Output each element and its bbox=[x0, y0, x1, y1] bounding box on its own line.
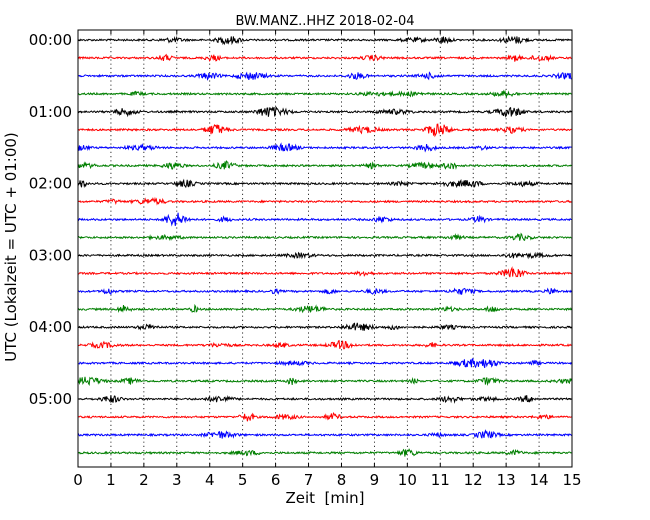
x-tick-label: 4 bbox=[205, 471, 215, 489]
trace-0345 bbox=[77, 303, 572, 314]
x-tick-label: 7 bbox=[304, 471, 314, 489]
x-tick-label: 1 bbox=[106, 471, 116, 489]
trace-0045 bbox=[77, 89, 572, 99]
seismogram-traces bbox=[77, 35, 572, 457]
y-axis-ticks: 00:00 01:00 02:00 03:00 04:00 05:00 bbox=[29, 31, 572, 408]
axes-frame bbox=[77, 29, 573, 468]
y-tick-label: 04:00 bbox=[29, 318, 72, 336]
trace-0545 bbox=[77, 448, 572, 457]
y-tick-label: 03:00 bbox=[29, 246, 72, 264]
trace-0230 bbox=[77, 212, 572, 227]
trace-0430 bbox=[77, 357, 572, 369]
trace-0215 bbox=[77, 196, 572, 206]
x-tick-label: 10 bbox=[398, 471, 417, 489]
x-tick-label: 9 bbox=[370, 471, 380, 489]
trace-0100 bbox=[77, 106, 572, 118]
trace-0030 bbox=[77, 71, 572, 81]
trace-0015 bbox=[77, 53, 572, 63]
trace-0415 bbox=[77, 339, 572, 350]
x-tick-label: 0 bbox=[73, 471, 83, 489]
x-tick-label: 15 bbox=[562, 471, 581, 489]
y-tick-label: 02:00 bbox=[29, 175, 72, 193]
x-tick-label: 3 bbox=[172, 471, 182, 489]
trace-0300 bbox=[77, 251, 572, 260]
x-axis-ticks: 0 1 2 3 4 5 6 7 8 9 10 11 12 13 14 15 bbox=[73, 30, 582, 489]
y-tick-label: 05:00 bbox=[29, 390, 72, 408]
trace-0515 bbox=[77, 411, 572, 422]
trace-0200 bbox=[77, 178, 572, 189]
x-tick-label: 14 bbox=[530, 471, 549, 489]
trace-0115 bbox=[77, 123, 572, 138]
x-tick-label: 8 bbox=[337, 471, 347, 489]
plot-area bbox=[77, 29, 573, 468]
x-tick-label: 2 bbox=[139, 471, 149, 489]
grid-lines bbox=[110, 30, 540, 467]
y-tick-label: 01:00 bbox=[29, 103, 72, 121]
trace-0500 bbox=[77, 394, 572, 404]
trace-0245 bbox=[77, 232, 572, 242]
trace-0145 bbox=[77, 160, 572, 170]
y-tick-label: 00:00 bbox=[29, 31, 72, 49]
trace-0130 bbox=[77, 142, 572, 153]
x-axis-label: Zeit [min] bbox=[285, 489, 364, 507]
trace-0330 bbox=[77, 287, 572, 296]
trace-0530 bbox=[77, 429, 572, 439]
trace-0445 bbox=[77, 376, 572, 387]
trace-0000 bbox=[77, 35, 572, 46]
y-axis-label: UTC (Lokalzeit = UTC + 01:00) bbox=[2, 132, 20, 362]
trace-0315 bbox=[77, 266, 572, 278]
chart-title: BW.MANZ..HHZ 2018-02-04 bbox=[235, 14, 414, 29]
x-tick-label: 12 bbox=[464, 471, 483, 489]
x-tick-label: 11 bbox=[431, 471, 450, 489]
x-tick-label: 6 bbox=[271, 471, 281, 489]
x-tick-label: 13 bbox=[497, 471, 516, 489]
x-tick-label: 5 bbox=[238, 471, 248, 489]
trace-0400 bbox=[77, 322, 572, 331]
